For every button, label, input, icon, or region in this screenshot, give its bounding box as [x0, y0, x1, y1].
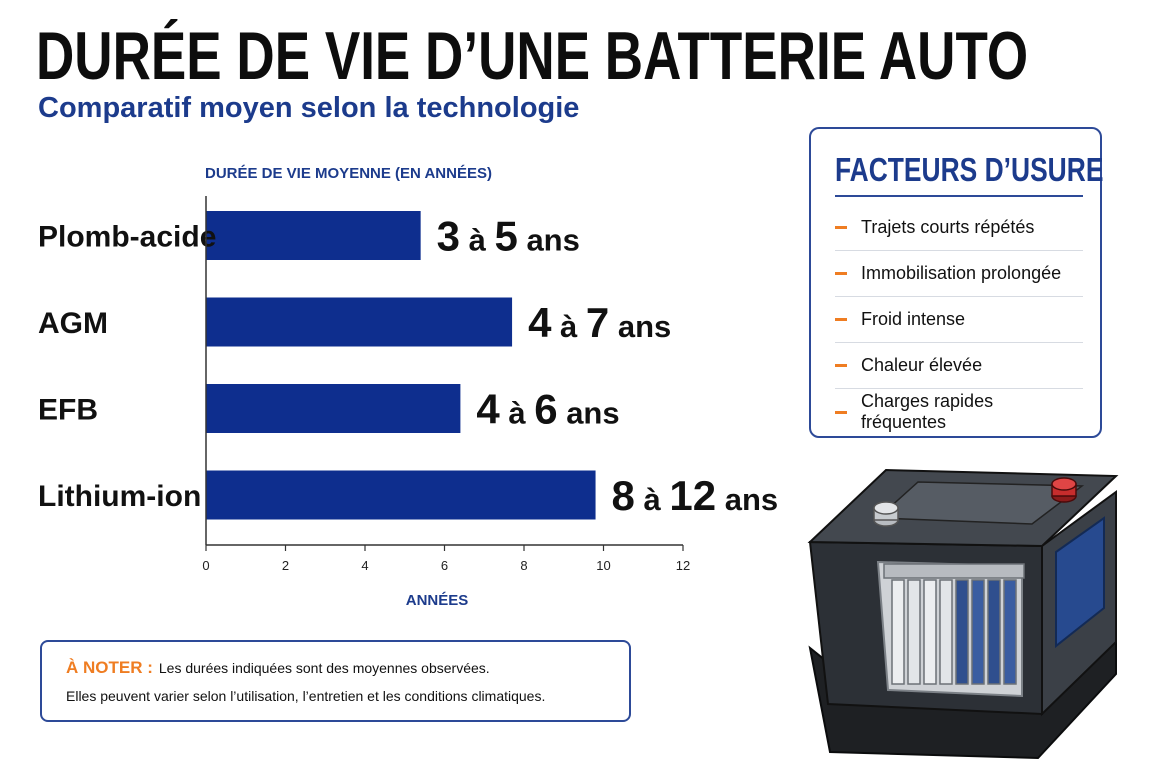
note-text-1: Les durées indiquées sont des moyennes o… — [158, 660, 490, 676]
bar-0 — [206, 211, 421, 260]
x-tick-label-5: 10 — [596, 558, 610, 573]
x-axis-title: ANNÉES — [406, 592, 469, 609]
wear-factor-label: Immobilisation prolongée — [861, 263, 1062, 283]
wear-factor-item: Froid intense — [835, 297, 1083, 343]
wear-factor-item: Trajets courts répétés — [835, 205, 1083, 251]
car-battery-cutaway-icon — [807, 468, 1119, 760]
wear-factors-title: FACTEURS D’USURE — [835, 151, 1104, 188]
wear-factor-label: Chaleur élevée — [861, 355, 983, 375]
lifespan-bar-chart: DURÉE DE VIE MOYENNE (EN ANNÉES) Plomb-a… — [38, 165, 779, 609]
orange-dash-icon — [835, 226, 847, 229]
data-label-3: 8 à 12 ans — [612, 472, 779, 519]
wear-factor-item: Chaleur élevée — [835, 343, 1083, 389]
category-label-0: Plomb-acide — [38, 221, 216, 254]
x-tick-label-4: 8 — [520, 558, 527, 573]
x-tick-label-1: 2 — [282, 558, 289, 573]
page-title: DURÉE DE VIE D’UNE BATTERIE AUTO — [36, 18, 1029, 94]
chart-title: DURÉE DE VIE MOYENNE (EN ANNÉES) — [205, 165, 492, 182]
orange-dash-icon — [835, 410, 847, 414]
category-label-1: AGM — [38, 307, 108, 340]
data-label-2: 4 à 6 ans — [476, 386, 619, 433]
x-tick-label-3: 6 — [441, 558, 448, 573]
category-label-2: EFB — [38, 394, 98, 427]
note-line-1: À NOTER : Les durées indiquées sont des m… — [66, 658, 490, 678]
wear-factor-label: Trajets courts répétés — [861, 217, 1035, 237]
x-tick-label-6: 12 — [676, 558, 690, 573]
wear-factors-list: Trajets courts répétés Immobilisation pr… — [835, 205, 1083, 435]
wear-factor-item: Immobilisation prolongée — [835, 251, 1083, 297]
orange-dash-icon — [835, 318, 847, 321]
wear-factor-label: Charges rapides fréquentes — [861, 391, 994, 432]
data-label-0: 3 à 5 ans — [437, 213, 580, 260]
x-tick-label-2: 4 — [361, 558, 368, 573]
orange-dash-icon — [835, 364, 847, 367]
page-subtitle: Comparatif moyen selon la technologie — [38, 92, 580, 124]
bar-2 — [206, 384, 461, 433]
data-label-1: 4 à 7 ans — [528, 299, 671, 346]
note-text-2: Elles peuvent varier selon l’utilisation… — [66, 688, 546, 704]
wear-factors-divider — [835, 195, 1083, 197]
x-tick-label-0: 0 — [202, 558, 209, 573]
bar-3 — [206, 470, 596, 520]
category-label-3: Lithium-ion — [38, 480, 201, 513]
orange-dash-icon — [835, 272, 847, 275]
bar-1 — [206, 297, 513, 347]
note-label: À NOTER : — [66, 658, 153, 677]
note-box: À NOTER : Les durées indiquées sont des m… — [40, 640, 631, 722]
wear-factor-item: Charges rapides fréquentes — [835, 389, 1083, 435]
wear-factors-panel: FACTEURS D’USURE Trajets courts répétés … — [809, 127, 1104, 438]
wear-factor-label: Froid intense — [861, 309, 966, 329]
